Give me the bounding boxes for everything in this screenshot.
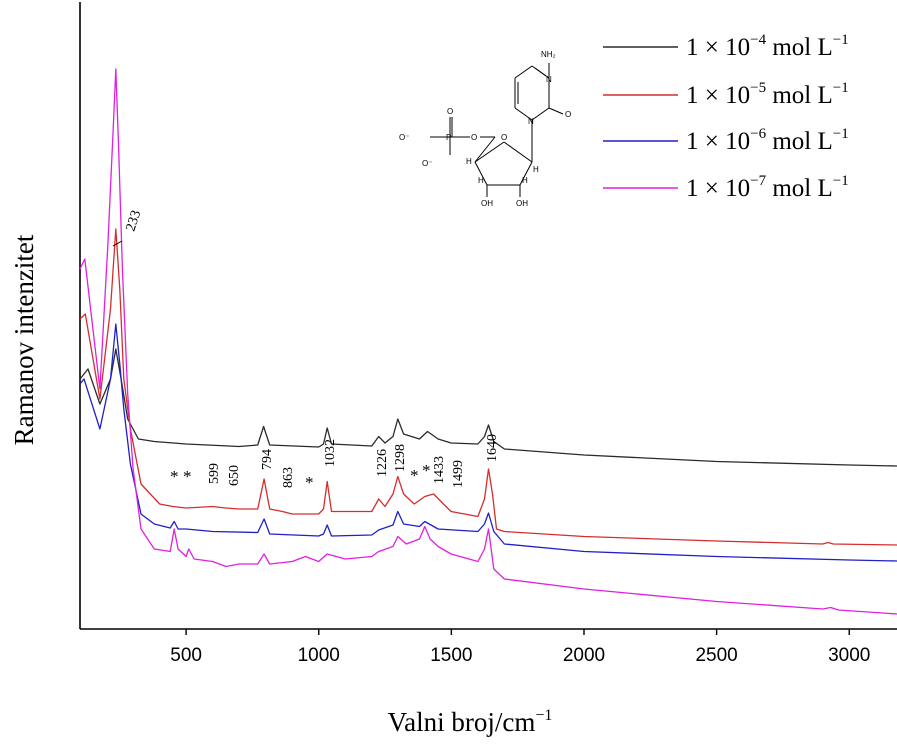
series-line-2	[79, 228, 897, 546]
peak-label: 1298	[393, 444, 408, 472]
peak-label: 650	[227, 465, 242, 486]
x-tick-label: 1000	[298, 645, 340, 666]
x-axis-title: Valni broj/cm−1	[388, 707, 553, 737]
x-tick-label: 1500	[430, 645, 472, 666]
series-layer	[79, 68, 897, 615]
asterisk-marker: *	[183, 467, 192, 486]
legend-label-1: 1 × 10−4 mol L−1	[686, 32, 849, 61]
svg-text:O: O	[501, 133, 507, 142]
peak-label: 1433	[432, 456, 447, 484]
asterisk-marker: *	[305, 473, 314, 492]
svg-text:O: O	[565, 110, 571, 119]
svg-text:O: O	[471, 133, 477, 142]
peak-label: 599	[207, 463, 222, 484]
peak-label: 233	[124, 209, 145, 234]
plot-frame	[79, 2, 897, 630]
peak-label: 1640	[485, 434, 500, 462]
svg-text:H: H	[522, 176, 528, 185]
svg-text:N: N	[546, 75, 552, 84]
asterisk-marker: *	[410, 466, 419, 485]
svg-text:OH: OH	[516, 199, 528, 208]
peak-label: 794	[260, 449, 275, 470]
peak-233-leader	[112, 240, 123, 247]
legend-label-3: 1 × 10−6 mol L−1	[686, 126, 849, 155]
cytidine-monophosphate-structure-icon	[430, 63, 564, 197]
x-tick-label: 2500	[695, 645, 737, 666]
svg-text:P: P	[446, 133, 451, 142]
molecule-atom-labels: O⁻ O O⁻ P O O N N NH₂ O OH OH H H H H	[399, 50, 571, 208]
x-ticks: 500 1000 1500 2000 2500 3000	[170, 629, 870, 666]
svg-text:OH: OH	[481, 199, 493, 208]
svg-text:N: N	[528, 117, 534, 126]
y-axis-title: Ramanov intenzitet	[9, 234, 39, 445]
svg-text:O⁻: O⁻	[399, 133, 409, 142]
svg-text:H: H	[533, 165, 539, 174]
x-tick-label: 3000	[828, 645, 870, 666]
svg-text:NH₂: NH₂	[541, 50, 556, 59]
annotation-layer: 233 599 650 794 863 1032 1226 1298 1433 1499 1640 *…	[112, 209, 500, 492]
svg-text:H: H	[466, 157, 472, 166]
svg-text:H: H	[478, 176, 484, 185]
legend-label-4: 1 × 10−7 mol L−1	[686, 173, 849, 202]
svg-text:O: O	[447, 107, 453, 116]
asterisk-marker: *	[422, 461, 431, 480]
series-line-1	[79, 348, 897, 467]
x-tick-label: 2000	[563, 645, 605, 666]
series-line-3	[79, 323, 897, 562]
x-tick-label: 500	[170, 645, 202, 666]
peak-label: 863	[281, 467, 296, 488]
asterisk-marker: *	[170, 467, 179, 486]
legend-label-2: 1 × 10−5 mol L−1	[686, 80, 849, 109]
peak-label: 1226	[375, 449, 390, 477]
peak-label: 1499	[451, 460, 466, 488]
svg-text:O⁻: O⁻	[422, 159, 432, 168]
series-line-4	[79, 68, 897, 615]
legend: 1 × 10−4 mol L−1 1 × 10−5 mol L−1 1 × 10−6…	[603, 32, 849, 202]
peak-label: 1032	[323, 439, 338, 467]
